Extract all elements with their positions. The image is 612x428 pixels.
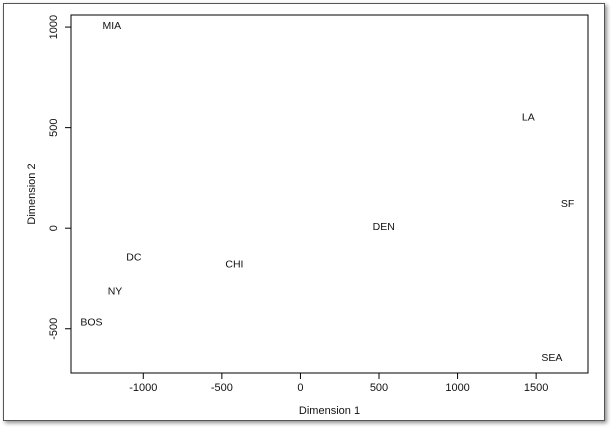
plot-box [70,14,589,374]
x-tick-label: 1500 [524,382,548,394]
point-label: DC [126,251,142,263]
point-label: DEN [373,221,395,233]
x-tick-label: 500 [370,382,388,394]
point-label: MIA [103,20,122,32]
figure-frame [3,3,605,421]
point-label: LA [522,112,535,124]
y-tick-label: 1000 [48,15,60,39]
x-tick-label: -1000 [129,382,157,394]
x-axis-title: Dimension 1 [299,405,360,417]
y-tick-label: 0 [48,225,60,231]
y-tick-label: -500 [48,318,60,340]
x-tick-label: 0 [297,382,303,394]
point-label: BOS [80,317,102,329]
point-label: SEA [541,352,562,364]
points: MIA LA SF DEN DC CHI NY BOS SEA [80,20,574,364]
point-label: NY [108,286,123,298]
y-tick-label: 500 [48,118,60,136]
x-tick-label: -500 [211,382,233,394]
axes: -1000 -500 0 500 1000 1500 -500 0 500 1000 [48,14,589,394]
point-label: SF [561,198,574,210]
point-label: CHI [225,258,243,270]
x-tick-label: 1000 [445,382,469,394]
y-axis-title: Dimension 2 [26,163,38,224]
